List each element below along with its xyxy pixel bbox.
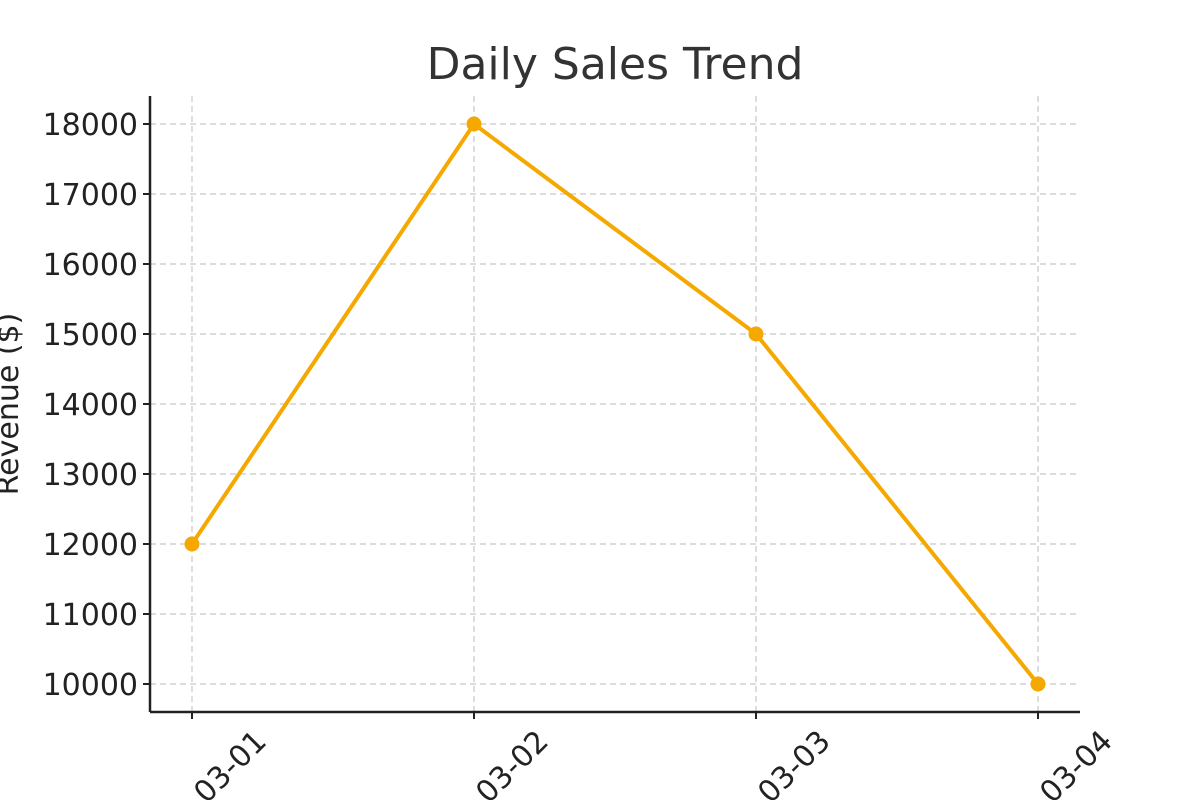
y-tick-label: 10000 — [43, 668, 138, 703]
y-tick-label: 12000 — [43, 528, 138, 563]
series-line — [190, 122, 1040, 686]
y-tick-label: 18000 — [43, 108, 138, 143]
y-ticks: 10000 11000 12000 13000 14000 15000 16000 17000… — [43, 108, 150, 703]
x-ticks: 03-01 03-02 03-03 03-04 — [187, 712, 1120, 800]
data-point — [748, 326, 764, 342]
x-tick-label: 03-01 — [187, 724, 273, 800]
y-tick-label: 16000 — [43, 248, 138, 283]
y-tick-label: 15000 — [43, 318, 138, 353]
y-axis-label: Revenue ($) — [0, 313, 26, 496]
data-point — [1030, 676, 1046, 692]
y-tick-label: 14000 — [43, 388, 138, 423]
data-point — [184, 536, 200, 552]
data-point — [466, 116, 482, 132]
y-tick-label: 13000 — [43, 458, 138, 493]
chart-title: Daily Sales Trend — [427, 39, 804, 90]
y-tick-label: 17000 — [43, 178, 138, 213]
x-tick-label: 03-03 — [751, 724, 837, 800]
y-tick-label: 11000 — [43, 598, 138, 633]
grid — [150, 96, 1080, 712]
series-group — [184, 116, 1046, 692]
x-tick-label: 03-02 — [469, 724, 555, 800]
x-tick-label: 03-04 — [1033, 724, 1119, 800]
